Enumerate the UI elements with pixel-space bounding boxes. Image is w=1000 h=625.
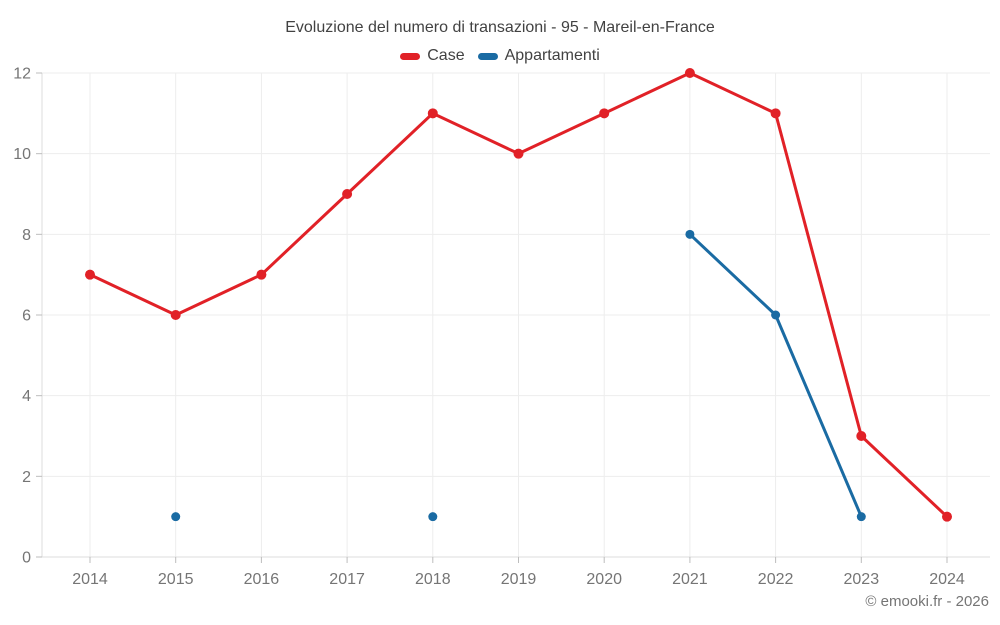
case-point-2021[interactable] (684, 68, 695, 78)
case-point-2022[interactable] (770, 108, 781, 119)
case-point-2018[interactable] (427, 108, 438, 119)
case-point-2023[interactable] (856, 431, 867, 441)
case-series-swatch-icon (400, 52, 421, 60)
legend-label-appartamenti: Appartamenti (504, 47, 600, 64)
x-tick-label: 2020 (586, 571, 622, 588)
case-point-2020[interactable] (599, 108, 610, 119)
appartamenti-point-2023[interactable] (856, 512, 866, 522)
case-point-2014[interactable] (85, 269, 95, 280)
legend-item-case[interactable]: Case (400, 47, 465, 65)
y-tick-label: 0 (22, 550, 31, 567)
legend: Case Appartamenti (0, 47, 1000, 65)
x-tick-label: 2014 (72, 571, 108, 588)
x-tick-label: 2019 (501, 571, 537, 588)
x-tick-label: 2017 (329, 571, 365, 588)
appartamenti-point-2018[interactable] (428, 512, 438, 522)
x-tick-label: 2021 (672, 571, 708, 588)
x-tick-label: 2018 (415, 571, 451, 588)
x-tick-label: 2022 (758, 571, 794, 588)
y-tick-label: 4 (22, 388, 31, 405)
x-tick-label: 2016 (244, 571, 280, 588)
y-tick-label: 8 (22, 227, 31, 244)
y-tick-label: 10 (13, 146, 31, 163)
y-tick-label: 6 (22, 308, 31, 325)
legend-item-appartamenti[interactable]: Appartamenti (477, 47, 600, 65)
case-point-2015[interactable] (170, 310, 181, 320)
x-tick-label: 2024 (929, 571, 965, 588)
y-tick-label: 2 (22, 469, 31, 486)
legend-label-case: Case (427, 47, 465, 64)
copyright-text: © emooki.fr - 2026 (865, 593, 989, 610)
x-tick-label: 2015 (158, 571, 194, 588)
case-point-2019[interactable] (513, 148, 524, 159)
appartamenti-point-2015[interactable] (171, 512, 181, 522)
x-tick-label: 2023 (844, 571, 880, 588)
y-tick-label: 12 (13, 66, 31, 83)
appartamenti-point-2022[interactable] (771, 310, 781, 320)
appartamenti-series-swatch-icon (477, 52, 498, 60)
case-point-2024[interactable] (942, 511, 952, 522)
case-point-2017[interactable] (342, 189, 353, 199)
appartamenti-point-2021[interactable] (685, 229, 695, 239)
case-point-2016[interactable] (256, 269, 267, 280)
page-title: Evoluzione del numero di transazioni - 9… (285, 19, 715, 36)
